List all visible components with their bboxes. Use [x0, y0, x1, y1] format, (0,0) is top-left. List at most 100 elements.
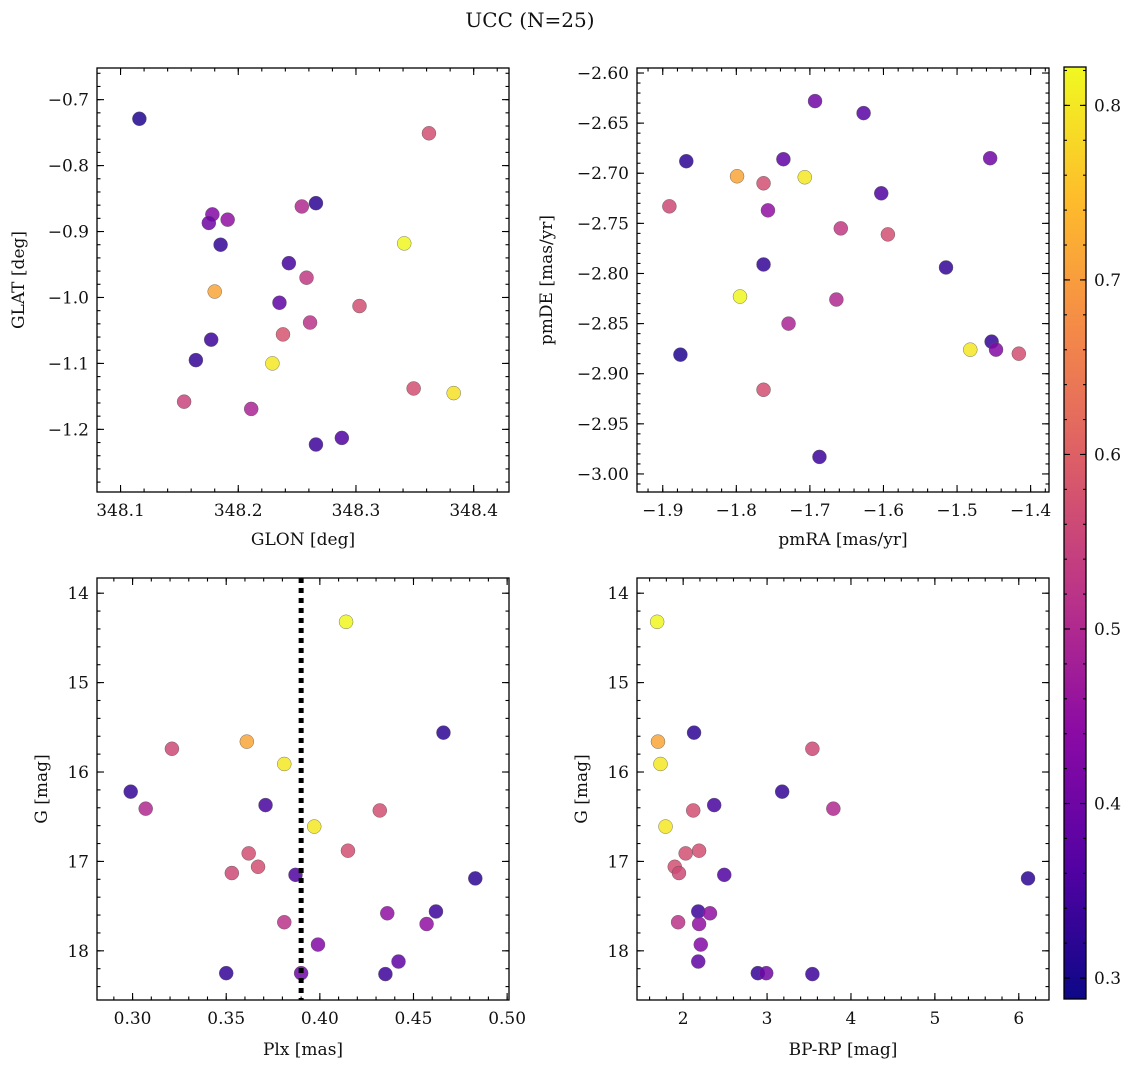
data-point: [406, 381, 421, 396]
data-point: [774, 784, 790, 799]
y-tick-label: 18: [607, 942, 629, 962]
data-point: [826, 801, 841, 816]
x-tick-label: −1.7: [789, 501, 830, 521]
data-point: [686, 725, 702, 740]
data-point: [397, 236, 412, 251]
data-point: [691, 843, 707, 858]
colorbar-tick-label: 0.8: [1094, 96, 1121, 116]
y-tick-label: −2.65: [577, 114, 629, 134]
colorbar-tick-label: 0.6: [1094, 445, 1121, 465]
data-point: [372, 803, 387, 818]
data-point: [294, 199, 310, 214]
data-point: [776, 152, 791, 167]
x-tick-label: 348.3: [332, 501, 381, 521]
y-axis-label-glat: GLAT [deg]: [9, 231, 29, 329]
data-point: [421, 126, 437, 141]
data-point: [258, 797, 273, 813]
data-point: [391, 954, 406, 969]
y-tick-label: −2.95: [577, 415, 629, 435]
data-point: [874, 186, 889, 201]
y-tick-label: 16: [607, 763, 629, 783]
y-tick-label: −3.00: [577, 465, 629, 485]
data-point: [649, 614, 665, 630]
data-point: [277, 915, 292, 930]
data-point: [717, 867, 732, 883]
x-tick-label: −1.6: [863, 501, 904, 521]
data-point: [812, 449, 827, 465]
data-point: [241, 846, 256, 861]
data-point: [244, 401, 259, 417]
data-point: [797, 170, 812, 185]
data-point: [380, 906, 395, 921]
data-point: [138, 801, 153, 816]
data-point: [805, 741, 820, 756]
points-glon-glat: [132, 111, 461, 452]
y-tick-label: 18: [67, 942, 89, 962]
data-point: [729, 169, 745, 184]
ticks-plx-g: 0.30 0.35 0.40 0.45 0.50 14 15 16 17 18: [67, 578, 526, 1029]
data-point: [760, 203, 776, 218]
x-tick-label: −1.4: [1010, 501, 1051, 521]
data-point: [706, 797, 722, 813]
x-axis-label-plx: Plx [mas]: [263, 1040, 343, 1060]
data-point: [880, 227, 896, 242]
y-tick-label: −2.90: [577, 365, 629, 385]
data-point: [419, 916, 434, 932]
x-tick-label: 6: [1013, 1009, 1024, 1029]
data-point: [176, 394, 192, 409]
x-tick-label: 0.35: [207, 1009, 245, 1029]
data-point: [281, 255, 297, 271]
colorbar-tick-label: 0.5: [1094, 620, 1121, 640]
axes-frame-pmra-pmde: [636, 67, 1050, 493]
y-axis-label-g-left: G [mag]: [32, 754, 52, 823]
x-tick-label: −1.9: [642, 501, 683, 521]
data-point: [938, 260, 954, 275]
data-point: [207, 284, 222, 299]
data-point: [224, 865, 240, 881]
x-tick-label: 5: [929, 1009, 940, 1029]
data-point: [164, 741, 180, 756]
data-point: [1020, 871, 1036, 886]
data-point: [340, 843, 356, 858]
y-tick-label: −1.1: [48, 354, 89, 374]
colorbar-tick-label: 0.3: [1094, 969, 1121, 989]
data-point: [756, 382, 771, 397]
panel-pmra-pmde: −1.9 −1.8 −1.7 −1.6 −1.5 −1.4 −2.60 −2.65 −2.70 −…: [537, 64, 1051, 550]
data-point: [308, 437, 324, 452]
data-point: [307, 819, 322, 834]
x-axis-label-bprp: BP-RP [mag]: [789, 1040, 898, 1060]
x-axis-label-glon: GLON [deg]: [251, 530, 355, 550]
data-point: [334, 430, 350, 446]
x-tick-label: 348.2: [214, 501, 263, 521]
figure-title: UCC (N=25): [465, 8, 594, 32]
y-tick-label: −2.70: [577, 164, 629, 184]
data-point: [686, 803, 701, 818]
x-tick-label: −1.5: [936, 501, 977, 521]
data-point: [219, 965, 234, 981]
data-point: [378, 966, 393, 982]
data-point: [653, 756, 668, 772]
data-point: [308, 195, 324, 211]
data-point: [220, 212, 235, 227]
data-point: [963, 342, 978, 357]
data-point: [662, 199, 677, 214]
points-bprp-g: [649, 614, 1036, 982]
x-tick-label: 3: [762, 1009, 773, 1029]
data-point: [678, 846, 693, 861]
data-point: [428, 904, 444, 919]
axes-frame-bprp-g: [636, 577, 1050, 1001]
y-tick-label: −0.7: [48, 91, 89, 111]
y-tick-label: −1.2: [48, 420, 89, 440]
y-axis-label-g-right: G [mag]: [572, 754, 592, 823]
points-pmra-pmde: [662, 93, 1027, 465]
data-point: [982, 151, 998, 166]
data-point: [732, 289, 748, 304]
data-point: [702, 906, 718, 921]
data-point: [310, 937, 326, 952]
data-point: [988, 342, 1004, 357]
ticks-bprp-g: 2 3 4 5 6 14 15 16 17 18: [607, 578, 1049, 1029]
data-point: [693, 937, 708, 952]
colorbar-tick-label: 0.7: [1094, 271, 1121, 291]
data-point: [272, 295, 287, 310]
